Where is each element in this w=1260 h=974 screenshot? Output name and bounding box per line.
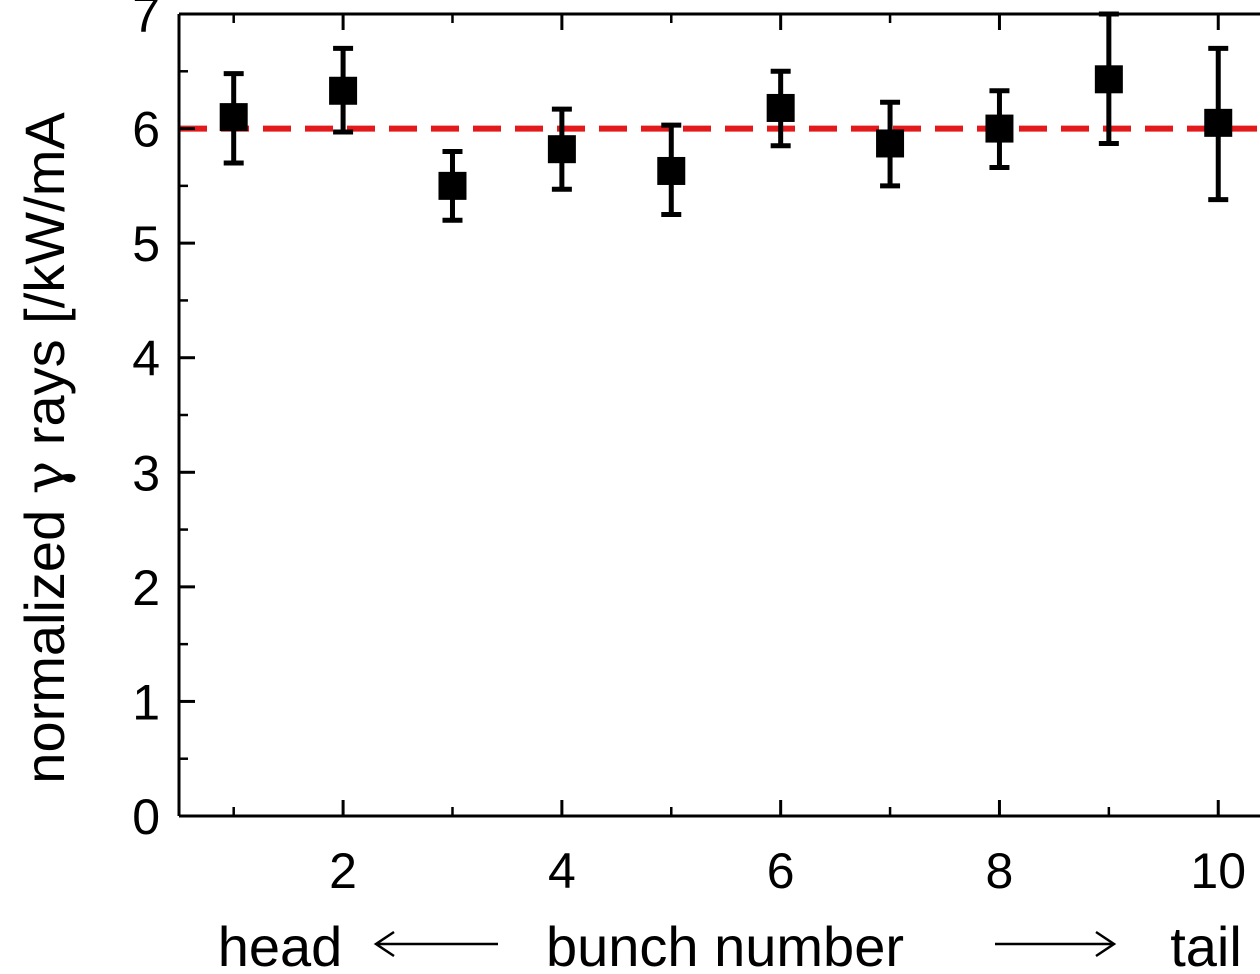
y-axis-label-symbol: γ [13, 461, 78, 494]
data-point [876, 129, 905, 158]
data-point [329, 76, 358, 105]
data-point [219, 103, 248, 132]
x-tick-label: 6 [767, 843, 795, 899]
x-tick-label: 10 [1190, 843, 1246, 899]
x-tick-label: 8 [986, 843, 1014, 899]
y-tick-label: 5 [132, 216, 160, 272]
y-tick-label: 2 [132, 560, 160, 616]
y-axis-label-before: normalized [13, 494, 76, 783]
x-axis-label: bunch number [546, 915, 904, 974]
y-tick-label: 4 [132, 331, 160, 387]
right-arrow [995, 930, 1117, 958]
y-tick-label: 6 [132, 102, 160, 158]
y-axis-label: normalized γ rays [/kW/mA [13, 112, 78, 784]
data-point [766, 93, 795, 122]
x-tick-label: 2 [329, 843, 357, 899]
y-tick-label: 3 [132, 445, 160, 501]
data-point [1094, 65, 1123, 94]
data-point [438, 171, 467, 200]
left-arrow [373, 930, 498, 958]
y-tick-label: 0 [132, 789, 160, 845]
y-tick-label: 1 [132, 674, 160, 730]
y-tick-label: 7 [132, 0, 160, 43]
data-point [985, 114, 1014, 143]
x-axis-label-head: head [218, 915, 343, 974]
y-axis-label-after: rays [/kW/mA [13, 112, 76, 461]
data-point [547, 135, 576, 164]
x-axis-label-tail: tail [1170, 915, 1242, 974]
data-point [1204, 108, 1233, 137]
x-tick-label: 4 [548, 843, 576, 899]
data-point [657, 156, 686, 185]
